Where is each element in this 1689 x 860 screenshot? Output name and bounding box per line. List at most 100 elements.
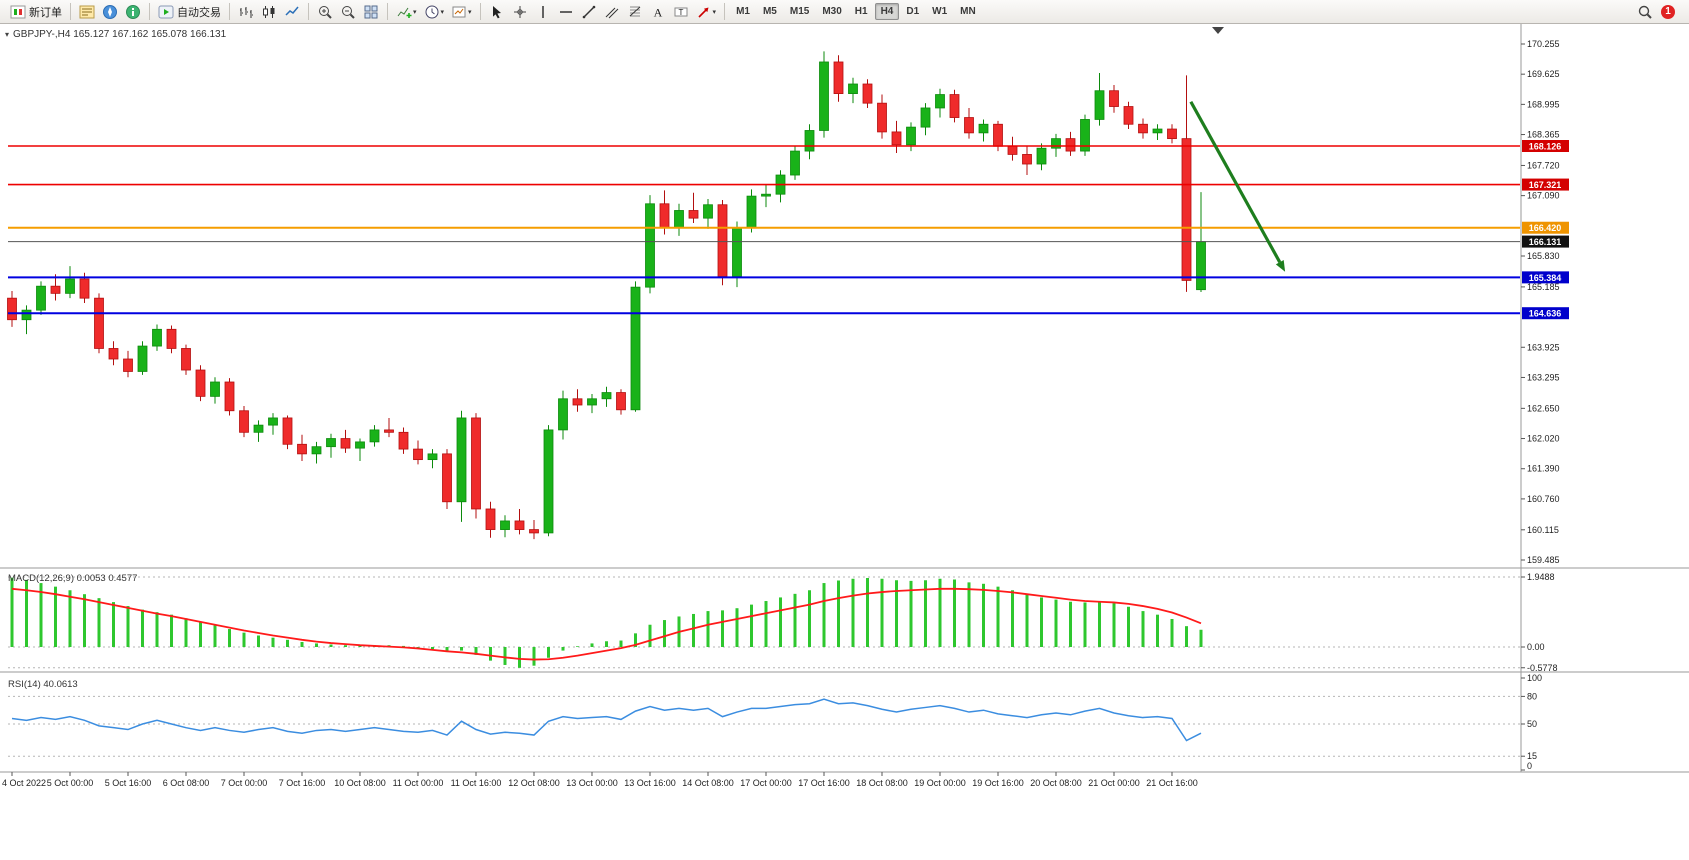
- bar-chart-button[interactable]: [235, 1, 257, 22]
- candle-body: [1109, 90, 1119, 107]
- line-chart-button[interactable]: [281, 1, 303, 22]
- fibonacci-icon: [627, 4, 643, 20]
- text-label-button[interactable]: T: [670, 1, 692, 22]
- candle-body: [645, 203, 655, 288]
- candle-body: [529, 529, 539, 534]
- cursor-button[interactable]: [486, 1, 508, 22]
- chevron-down-icon: ▾: [712, 8, 717, 16]
- arrows-button[interactable]: ▾: [693, 1, 720, 22]
- toolbar-separator: [149, 3, 150, 20]
- macd-signal-line: [11, 587, 1202, 661]
- templates-button[interactable]: ▾: [448, 1, 475, 22]
- svg-text:T: T: [678, 7, 683, 16]
- fibonacci-button[interactable]: [624, 1, 646, 22]
- periods-icon: [424, 4, 440, 20]
- trend-arrow[interactable]: [1189, 100, 1282, 263]
- price-tick-label: 165.185: [1527, 282, 1560, 292]
- timeframe-m1-button-label: M1: [736, 6, 750, 17]
- chart-canvas[interactable]: 168.126 167.321 166.420 166.131 165.384 164.6…: [0, 24, 1689, 860]
- trendline-button[interactable]: [578, 1, 600, 22]
- candle-body: [616, 392, 626, 411]
- price-tick-label: 159.485: [1527, 555, 1560, 565]
- terminal-button[interactable]: [122, 1, 144, 22]
- candle-body: [485, 508, 496, 530]
- candle-body: [311, 446, 322, 455]
- collapse-triangle-icon[interactable]: ▾: [5, 30, 10, 39]
- timeframe-w1-button-label: W1: [932, 6, 948, 17]
- rsi-line: [11, 698, 1202, 742]
- candle-body: [1007, 145, 1018, 155]
- candle-body: [1022, 154, 1032, 165]
- channel-icon: [604, 4, 620, 20]
- equidistant-channel-button[interactable]: [601, 1, 623, 22]
- time-tick-label: 19 Oct 16:00: [972, 778, 1024, 788]
- timeframe-h4-button[interactable]: H4: [874, 3, 900, 20]
- timeframe-m5-button[interactable]: M5: [757, 3, 783, 20]
- horizontal-line-icon: [558, 4, 574, 20]
- pivot-line-166420-label: 166.420: [1529, 223, 1562, 233]
- timeframe-m30-button[interactable]: M30: [816, 3, 847, 20]
- candle-body: [224, 381, 235, 412]
- tile-windows-button[interactable]: [360, 1, 382, 22]
- timeframe-d1-button[interactable]: D1: [900, 3, 925, 20]
- price-tick-label: 163.925: [1527, 342, 1560, 352]
- search-icon[interactable]: [1637, 4, 1653, 20]
- toolbar-separator: [229, 3, 230, 20]
- toolbar-separator: [308, 3, 309, 20]
- pivot-line-166420-label-box: [1522, 221, 1569, 234]
- horizontal-line-button[interactable]: [555, 1, 577, 22]
- timeframe-m15-button[interactable]: M15: [784, 3, 815, 20]
- toolbar-group: 自动交易: [152, 1, 227, 22]
- timeframe-m1-button[interactable]: M1: [730, 3, 756, 20]
- candle-body: [108, 348, 119, 360]
- autotrade-icon: [158, 4, 174, 20]
- market-watch-icon: [79, 4, 95, 20]
- periods-button[interactable]: ▾: [421, 1, 448, 22]
- autotrading-button[interactable]: 自动交易: [155, 1, 224, 22]
- price-tick-label: 161.390: [1527, 464, 1560, 474]
- toolbar-group: [311, 1, 385, 22]
- templates-icon: [451, 4, 467, 20]
- candle-body: [65, 278, 75, 294]
- price-tick-label: 170.255: [1527, 39, 1560, 49]
- market-watch-button[interactable]: [76, 1, 98, 22]
- notification-badge[interactable]: 1: [1661, 4, 1675, 19]
- time-tick-label: 11 Oct 00:00: [393, 778, 444, 788]
- timeframe-h1-button[interactable]: H1: [849, 3, 874, 20]
- price-tick-label: 169.625: [1527, 69, 1560, 79]
- candlestick-chart-button[interactable]: [258, 1, 280, 22]
- rsi-scale-label: 100: [1527, 673, 1542, 683]
- zoom-in-button[interactable]: [314, 1, 336, 22]
- candle-body: [7, 297, 17, 321]
- toolbar-separator: [70, 3, 71, 20]
- timeframe-w1-button[interactable]: W1: [926, 3, 953, 20]
- new-order-button[interactable]: 新订单: [7, 1, 65, 22]
- timeframe-h1-button-label: H1: [854, 6, 868, 17]
- time-tick-label: 18 Oct 08:00: [856, 778, 908, 788]
- navigator-button[interactable]: [99, 1, 121, 22]
- chevron-down-icon: ▾: [468, 8, 472, 16]
- candle-body: [1196, 241, 1206, 291]
- macd-label: MACD(12,26,9) 0.0053 0.4577: [8, 573, 138, 584]
- time-tick-label: 13 Oct 16:00: [624, 778, 676, 788]
- rsi-scale-label: 50: [1527, 719, 1537, 729]
- toolbar-group: ▾ ▾ ▾: [390, 1, 478, 22]
- candle-body: [442, 453, 452, 503]
- candlestick-icon: [261, 4, 277, 20]
- zoom-out-button[interactable]: [337, 1, 359, 22]
- text-button[interactable]: A: [647, 1, 669, 22]
- trend-arrow-head[interactable]: [1275, 260, 1286, 272]
- indicators-button[interactable]: ▾: [393, 1, 420, 22]
- candle-body: [456, 417, 467, 503]
- candle-body: [282, 417, 293, 445]
- candle-body: [993, 123, 1003, 147]
- vertical-line-button[interactable]: [532, 1, 554, 22]
- candle-body: [94, 297, 104, 349]
- candle-body: [471, 417, 481, 510]
- crosshair-button[interactable]: [509, 1, 531, 22]
- chart-window[interactable]: 168.126 167.321 166.420 166.131 165.384 164.6…: [0, 24, 1689, 860]
- timeframe-mn-button[interactable]: MN: [954, 3, 982, 20]
- candle-body: [891, 131, 902, 146]
- chart-shift-marker[interactable]: [1212, 27, 1224, 34]
- macd-scale-label: 0.00: [1527, 642, 1545, 652]
